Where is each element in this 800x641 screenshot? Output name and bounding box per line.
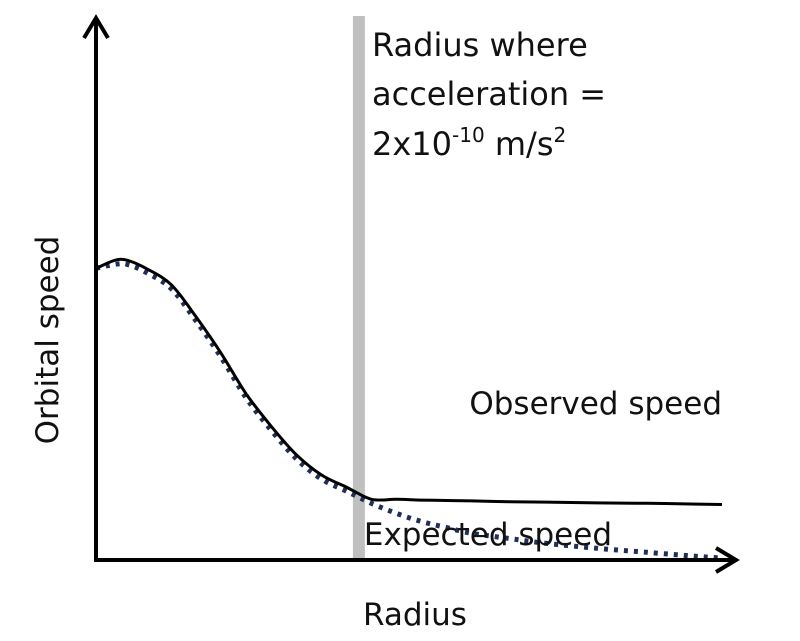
expected-speed-label: Expected speed: [364, 517, 612, 553]
marker-label-line-1: Radius where: [372, 26, 588, 64]
marker-formula: 2x10-10 m/s2: [372, 123, 566, 163]
formula-unit: m/s: [485, 125, 554, 163]
y-axis-arrowhead: [82, 14, 110, 40]
marker-label-line-2: acceleration =: [372, 75, 606, 113]
formula-exponent: -10: [452, 123, 485, 147]
y-axis-label: Orbital speed: [30, 236, 66, 445]
formula-base: 2x10: [372, 125, 452, 163]
observed-speed-label: Observed speed: [469, 386, 722, 422]
series-expected-speed: [95, 261, 723, 561]
acceleration-marker-band: [352, 16, 365, 562]
x-axis-arrowhead: [714, 546, 740, 574]
x-axis-label: Radius: [363, 597, 467, 633]
formula-unit-exponent: 2: [553, 123, 566, 147]
series-observed-speed: [95, 257, 723, 506]
